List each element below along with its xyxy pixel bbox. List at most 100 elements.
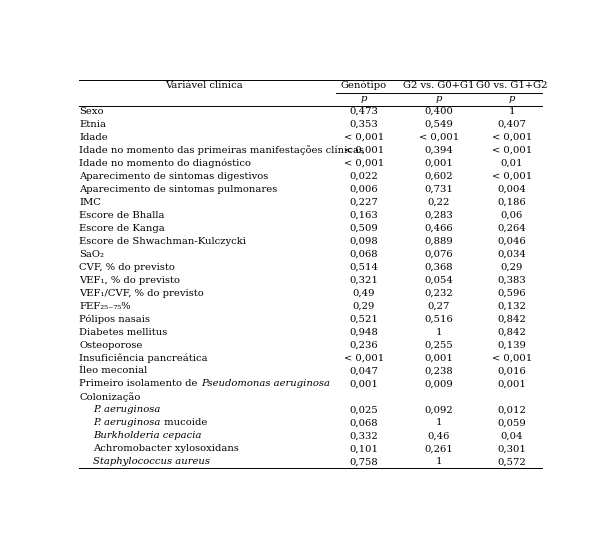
Text: 0,473: 0,473 (350, 107, 378, 116)
Text: Staphylococcus aureus: Staphylococcus aureus (93, 457, 211, 466)
Text: 0,001: 0,001 (425, 159, 453, 168)
Text: 0,255: 0,255 (425, 341, 453, 350)
Text: P. aeruginosa: P. aeruginosa (93, 405, 161, 414)
Text: 0,516: 0,516 (425, 315, 453, 323)
Text: 0,407: 0,407 (497, 120, 526, 129)
Text: 0,092: 0,092 (425, 405, 453, 414)
Text: 0,261: 0,261 (425, 444, 453, 453)
Text: < 0,001: < 0,001 (419, 133, 459, 142)
Text: Escore de Bhalla: Escore de Bhalla (79, 211, 165, 220)
Text: Diabetes mellitus: Diabetes mellitus (79, 328, 168, 336)
Text: Aparecimento de sintomas digestivos: Aparecimento de sintomas digestivos (79, 172, 269, 181)
Text: Idade no momento das primeiras manifestações clínicas: Idade no momento das primeiras manifesta… (79, 146, 364, 155)
Text: Osteoporose: Osteoporose (79, 341, 143, 350)
Text: 0,04: 0,04 (500, 431, 523, 440)
Text: 0,27: 0,27 (428, 302, 450, 310)
Text: 0,283: 0,283 (425, 211, 453, 220)
Text: Idade: Idade (79, 133, 108, 142)
Text: 0,301: 0,301 (497, 444, 526, 453)
Text: < 0,001: < 0,001 (491, 146, 532, 155)
Text: Primeiro isolamento de: Primeiro isolamento de (79, 379, 201, 389)
Text: 0,232: 0,232 (425, 289, 453, 298)
Text: 0,139: 0,139 (497, 341, 526, 350)
Text: 0,054: 0,054 (425, 276, 453, 285)
Text: 1: 1 (508, 107, 515, 116)
Text: 0,009: 0,009 (425, 379, 453, 389)
Text: 0,059: 0,059 (497, 418, 526, 427)
Text: Genótipo: Genótipo (341, 81, 387, 91)
Text: 0,163: 0,163 (350, 211, 378, 220)
Text: 0,572: 0,572 (497, 457, 526, 466)
Text: 0,006: 0,006 (350, 185, 378, 194)
Text: < 0,001: < 0,001 (491, 133, 532, 142)
Text: Achromobacter xylosoxidans: Achromobacter xylosoxidans (93, 444, 240, 453)
Text: 0,321: 0,321 (350, 276, 378, 285)
Text: 0,368: 0,368 (425, 262, 453, 272)
Text: 1: 1 (436, 418, 442, 427)
Text: Sexo: Sexo (79, 107, 104, 116)
Text: Idade no momento do diagnóstico: Idade no momento do diagnóstico (79, 159, 251, 168)
Text: < 0,001: < 0,001 (344, 133, 384, 142)
Text: Escore de Shwachman-Kulczycki: Escore de Shwachman-Kulczycki (79, 237, 246, 246)
Text: 0,227: 0,227 (350, 198, 378, 207)
Text: Aparecimento de sintomas pulmonares: Aparecimento de sintomas pulmonares (79, 185, 278, 194)
Text: Colonização: Colonização (79, 392, 141, 402)
Text: Variável clínica: Variável clínica (165, 81, 243, 90)
Text: IMC: IMC (79, 198, 101, 207)
Text: 0,29: 0,29 (353, 302, 375, 310)
Text: p: p (508, 94, 515, 103)
Text: < 0,001: < 0,001 (344, 146, 384, 155)
Text: 0,264: 0,264 (497, 224, 526, 233)
Text: 0,068: 0,068 (350, 418, 378, 427)
Text: 0,842: 0,842 (497, 328, 526, 336)
Text: 0,602: 0,602 (425, 172, 453, 181)
Text: P. aeruginosa: P. aeruginosa (93, 418, 161, 427)
Text: Pólipos nasais: Pólipos nasais (79, 314, 151, 324)
Text: 0,596: 0,596 (497, 289, 526, 298)
Text: 0,01: 0,01 (500, 159, 523, 168)
Text: CVF, % do previsto: CVF, % do previsto (79, 262, 175, 272)
Text: 0,400: 0,400 (425, 107, 453, 116)
Text: 0,098: 0,098 (350, 237, 378, 246)
Text: VEF₁/CVF, % do previsto: VEF₁/CVF, % do previsto (79, 289, 204, 298)
Text: 0,49: 0,49 (353, 289, 375, 298)
Text: 0,29: 0,29 (500, 262, 523, 272)
Text: 0,332: 0,332 (350, 431, 378, 440)
Text: Etnia: Etnia (79, 120, 106, 129)
Text: 0,047: 0,047 (350, 367, 378, 376)
Text: 0,046: 0,046 (497, 237, 526, 246)
Text: Pseudomonas aeruginosa: Pseudomonas aeruginosa (201, 379, 330, 389)
Text: 0,025: 0,025 (350, 405, 378, 414)
Text: 0,034: 0,034 (497, 250, 526, 259)
Text: G2 vs. G0+G1: G2 vs. G0+G1 (404, 81, 475, 90)
Text: < 0,001: < 0,001 (491, 172, 532, 181)
Text: 0,068: 0,068 (350, 250, 378, 259)
Text: mucoide: mucoide (161, 418, 207, 427)
Text: 0,238: 0,238 (425, 367, 453, 376)
Text: Íleo meconial: Íleo meconial (79, 367, 148, 376)
Text: 0,889: 0,889 (425, 237, 453, 246)
Text: 0,383: 0,383 (497, 276, 526, 285)
Text: 0,001: 0,001 (497, 379, 526, 389)
Text: 0,758: 0,758 (350, 457, 378, 466)
Text: 0,731: 0,731 (425, 185, 453, 194)
Text: < 0,001: < 0,001 (491, 354, 532, 363)
Text: < 0,001: < 0,001 (344, 354, 384, 363)
Text: FEF₂₅₋₇₅%: FEF₂₅₋₇₅% (79, 302, 131, 310)
Text: 0,842: 0,842 (497, 315, 526, 323)
Text: 0,001: 0,001 (425, 354, 453, 363)
Text: 0,012: 0,012 (497, 405, 526, 414)
Text: 0,549: 0,549 (425, 120, 453, 129)
Text: 0,06: 0,06 (500, 211, 523, 220)
Text: 1: 1 (436, 457, 442, 466)
Text: 0,509: 0,509 (350, 224, 378, 233)
Text: 0,46: 0,46 (428, 431, 450, 440)
Text: 0,186: 0,186 (497, 198, 526, 207)
Text: Insuficiência pancreática: Insuficiência pancreática (79, 353, 208, 363)
Text: 0,353: 0,353 (350, 120, 378, 129)
Text: 0,076: 0,076 (425, 250, 453, 259)
Text: < 0,001: < 0,001 (344, 159, 384, 168)
Text: 0,004: 0,004 (497, 185, 526, 194)
Text: SaO₂: SaO₂ (79, 250, 105, 259)
Text: 0,016: 0,016 (497, 367, 526, 376)
